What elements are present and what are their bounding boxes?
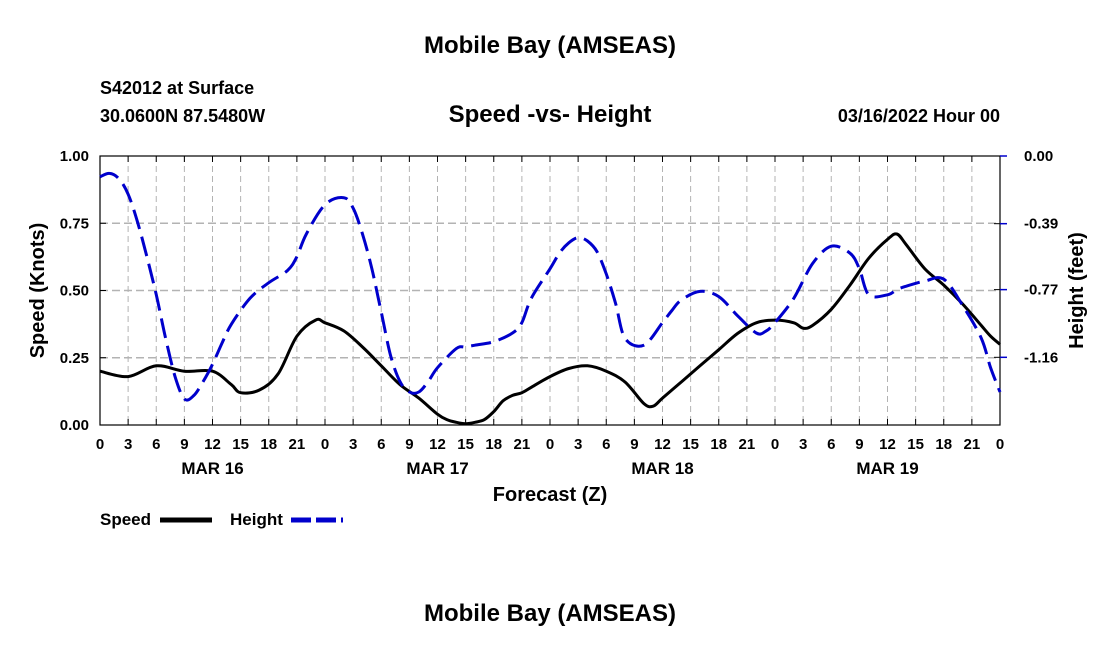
- main-title: Mobile Bay (AMSEAS): [423, 32, 677, 59]
- x-tick-label: 21: [289, 436, 306, 453]
- x-tick-label: 6: [827, 436, 835, 453]
- x-tick-label: 12: [204, 436, 221, 453]
- y-tick-label: 0.75: [60, 215, 89, 232]
- station-label: S42012 at Surface: [100, 78, 255, 98]
- x-tick-label: 3: [124, 436, 132, 453]
- forecast-datetime: 03/16/2022 Hour 00: [837, 106, 1000, 126]
- x-tick-label: 6: [602, 436, 610, 453]
- x-tick-label: 18: [935, 436, 952, 453]
- x-tick-label: 15: [232, 436, 249, 453]
- x-tick-label: 3: [349, 436, 357, 453]
- x-day-label: MAR 19: [856, 459, 918, 478]
- y2-tick-label: -0.77: [1024, 282, 1058, 299]
- ticks: 0 3 6 9 12 15 18 21 0 3 6 9 12 15 18 21 0 3 6 9 12 15 18 21 0 3 6 9…: [60, 148, 1058, 478]
- y-tick-label: 0.50: [60, 283, 89, 300]
- x-tick-label: 3: [799, 436, 807, 453]
- y-tick-label: 0.25: [60, 350, 89, 367]
- x-day-label: MAR 18: [631, 459, 693, 478]
- x-tick-label: 0: [96, 436, 104, 453]
- y-axis-label: Speed (Knots): [27, 223, 49, 359]
- x-tick-label: 15: [457, 436, 474, 453]
- x-tick-label: 21: [514, 436, 531, 453]
- x-tick-label: 0: [546, 436, 554, 453]
- y-tick-label: 0.00: [60, 417, 89, 434]
- x-tick-label: 12: [654, 436, 671, 453]
- x-tick-label: 15: [682, 436, 699, 453]
- y2-tick-label: 0.00: [1024, 148, 1053, 165]
- x-tick-label: 9: [855, 436, 863, 453]
- x-tick-label: 0: [321, 436, 329, 453]
- x-tick-label: 0: [771, 436, 779, 453]
- y2-axis-label: Height (feet): [1066, 232, 1088, 349]
- height-series-line: [99, 171, 1002, 402]
- legend-height-label: Height: [230, 510, 283, 529]
- x-day-label: MAR 16: [181, 459, 243, 478]
- coordinates-label: 30.0600N 87.5480W: [100, 106, 266, 126]
- x-day-label: MAR 17: [406, 459, 468, 478]
- y-tick-label: 1.00: [60, 148, 89, 165]
- chart-title: Speed -vs- Height: [448, 101, 652, 128]
- x-axis-label: Forecast (Z): [493, 484, 607, 506]
- x-tick-label: 9: [630, 436, 638, 453]
- y2-tick-label: -0.39: [1024, 216, 1058, 233]
- x-tick-label: 21: [964, 436, 981, 453]
- x-tick-label: 9: [180, 436, 188, 453]
- legend-speed-label: Speed: [100, 510, 151, 529]
- bottom-title: Mobile Bay (AMSEAS): [423, 600, 677, 627]
- legend: Speed Height: [100, 510, 343, 529]
- x-tick-label: 15: [907, 436, 924, 453]
- y2-tick-label: -1.16: [1024, 349, 1058, 366]
- x-tick-label: 3: [574, 436, 582, 453]
- series: [99, 171, 1002, 426]
- x-tick-label: 6: [377, 436, 385, 453]
- x-tick-label: 12: [879, 436, 896, 453]
- x-tick-label: 0: [996, 436, 1004, 453]
- x-tick-label: 18: [260, 436, 277, 453]
- x-tick-label: 9: [405, 436, 413, 453]
- x-tick-label: 18: [710, 436, 727, 453]
- x-tick-label: 18: [485, 436, 502, 453]
- x-tick-label: 12: [429, 436, 446, 453]
- grid: [100, 156, 1000, 425]
- speed-series-line: [99, 232, 1001, 426]
- x-tick-label: 21: [739, 436, 756, 453]
- x-tick-label: 6: [152, 436, 160, 453]
